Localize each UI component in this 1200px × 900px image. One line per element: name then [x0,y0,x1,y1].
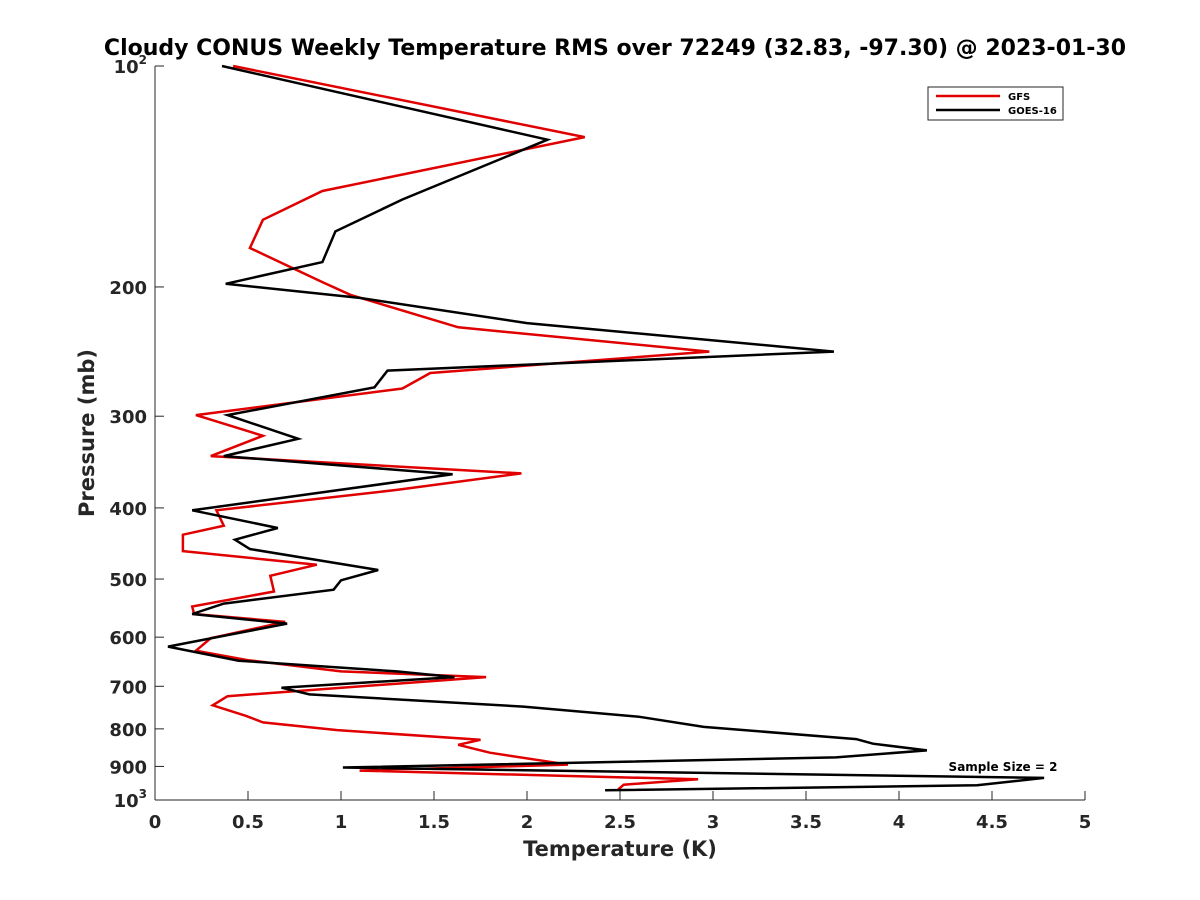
y-tick-label: 900 [109,757,147,778]
y-tick-base: 10 [114,57,139,78]
y-tick-label: 500 [109,570,147,591]
y-tick-base: 700 [109,677,147,698]
y-tick-base: 300 [109,407,147,428]
y-tick-label: 400 [109,499,147,520]
y-tick-base: 500 [109,570,147,591]
y-tick-label: 600 [109,628,147,649]
y-tick-label: 300 [109,407,147,428]
y-tick-base: 400 [109,499,147,520]
x-tick-label: 1.5 [418,812,450,833]
series-line-gfs [181,64,710,791]
y-tick-base: 800 [109,720,147,741]
y-tick-base: 600 [109,628,147,649]
x-tick-label: 0.5 [232,812,264,833]
x-tick-label: 3.5 [790,812,822,833]
x-tick-label: 0 [149,812,162,833]
x-tick-label: 1 [335,812,348,833]
x-tick-label: 5 [1079,812,1092,833]
sample-size-annotation: Sample Size = 2 [949,760,1058,774]
legend-label: GOES-16 [1008,106,1057,117]
x-tick-label: 2.5 [604,812,636,833]
y-tick-exponent: 2 [139,53,147,67]
y-tick-label: 200 [109,278,147,299]
x-tick-label: 4.5 [976,812,1008,833]
legend: GFS GOES-16 [927,86,1064,121]
y-tick-label: 700 [109,677,147,698]
plot-area: 0 0.5 1 1.5 2 2.5 3 3.5 4 4.5 51022003004005006007… [109,53,1091,833]
y-tick-base: 900 [109,757,147,778]
y-tick-label: 800 [109,720,147,741]
y-tick-label: 103 [114,787,147,812]
y-tick-base: 200 [109,278,147,299]
y-tick-base: 10 [114,791,139,812]
x-tick-label: 3 [707,812,720,833]
legend-box [927,86,1064,121]
x-tick-label: 2 [521,812,534,833]
y-tick-label: 102 [114,53,147,78]
y-axis-label: Pressure (mb) [75,349,99,517]
x-axis-label: Temperature (K) [523,837,717,861]
legend-label: GFS [1008,92,1030,103]
x-tick-label: 4 [893,812,906,833]
y-tick-exponent: 3 [139,787,147,801]
chart-title: Cloudy CONUS Weekly Temperature RMS over… [104,36,1126,61]
series-line-goes-16 [167,64,1045,792]
